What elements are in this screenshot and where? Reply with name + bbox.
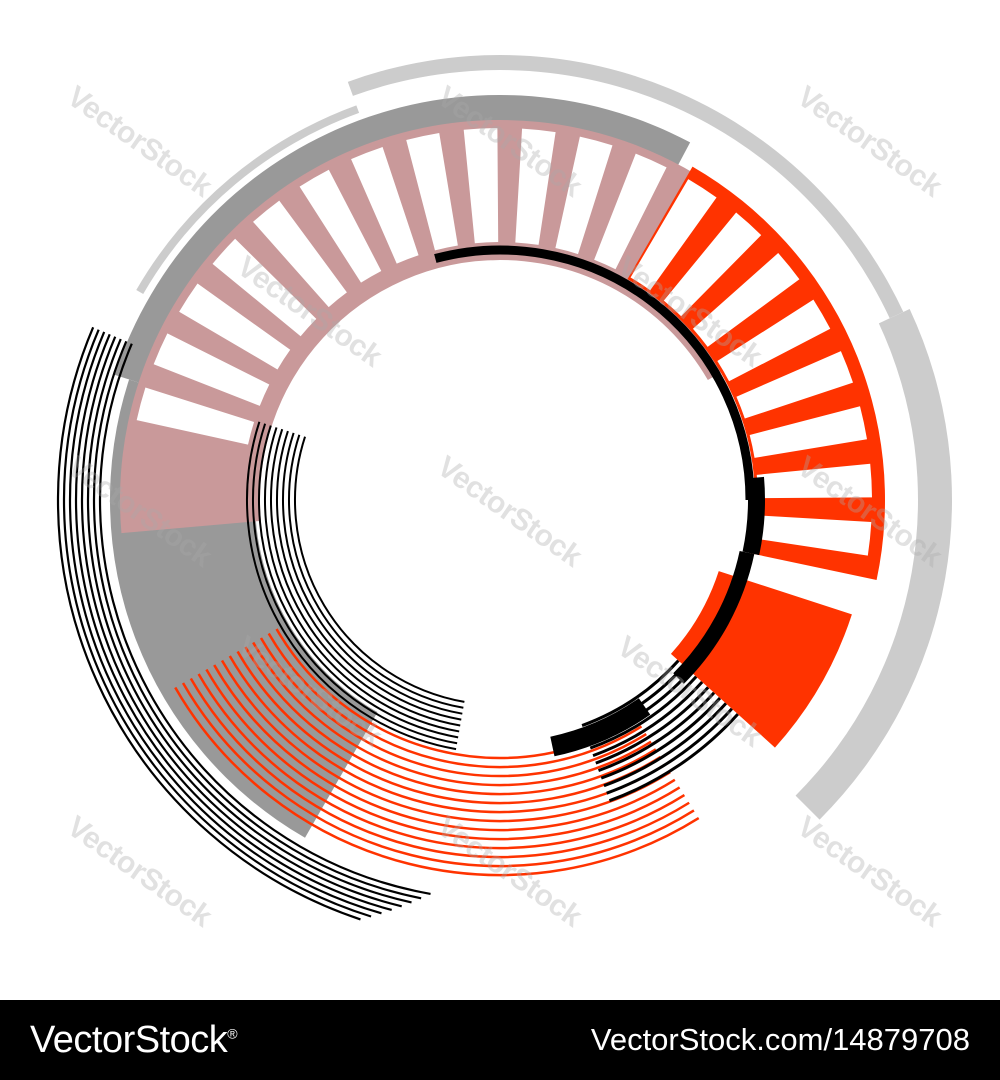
white-tick [594,153,667,270]
black-stripe-arc [98,343,431,896]
abstract-circle-illustration [56,55,952,921]
inner-black-stripe-arc [258,425,459,739]
white-tick [755,515,872,556]
dark-stripe-arc [597,691,716,773]
red-stripe-arc [220,659,671,823]
white-tick [463,128,499,244]
white-tick [749,406,867,458]
red-band [670,571,852,748]
black-block [550,698,651,757]
inner-black-stripe-arc [276,430,462,721]
footer-brand: VectorStock® [30,1018,238,1061]
white-tick [515,128,556,245]
inner-black-stripe-arc [270,428,461,727]
white-tick [212,238,317,337]
dark-stripe-arc [603,702,728,788]
black-stripe-arc [92,340,422,900]
inner-black-notch [742,476,765,556]
dark-stripe-arc [595,686,710,765]
red-stripe-arc [244,646,657,796]
red-stripe-arc [213,664,676,832]
white-tick [253,200,347,308]
white-tick [717,299,831,382]
inner-black-arc [434,245,755,501]
inner-black-arc-lower [673,550,755,684]
red-stripe-arc [259,637,647,778]
white-tick [736,351,853,419]
red-stripe-arc [267,632,643,769]
red-stripe-arc [228,655,666,814]
white-tick [756,463,872,499]
white-tick [351,147,419,264]
black-stripe-arc [56,326,361,921]
white-tick [555,136,613,255]
inner-black-stripe-arc [288,434,464,709]
inner-black-stripe-arc [245,421,457,751]
red-stripe-arc [181,682,695,868]
red-stripe-arc [252,641,652,787]
black-stripe-arc [74,333,392,911]
line-stripe-groups [56,326,739,921]
red-stripe-arc [197,673,686,850]
white-tick [745,555,864,613]
red-stripe-arc [205,668,681,841]
dark-stripe-arc [600,697,722,780]
white-tick [630,179,717,291]
inner-black-stripe-arc [294,436,465,703]
inner-black-ring [434,245,765,684]
red-stripe-arc [236,650,662,805]
black-stripe-arc [62,329,372,918]
inner-black-stripe-arc [282,432,463,715]
red-stripe-arc [174,686,700,877]
inner-black-stripe-arc [264,427,460,733]
dark-stripe-arc [592,680,704,758]
white-tick [179,283,291,370]
red-stripe-arc [189,677,690,859]
footer-bar: VectorStock® VectorStock.com/14879708 [0,1000,1000,1080]
inner-black-stripe-arc [252,423,458,745]
white-tick [299,169,382,283]
dark-stripe-arc [581,659,680,727]
white-tick [406,133,458,251]
outer-gray-arcs [136,55,952,820]
white-tick [692,253,800,347]
footer-image-code: VectorStock.com/14879708 [590,1022,970,1057]
white-tick [136,387,255,445]
white-tick [153,333,270,406]
black-stripe-arc [80,336,402,908]
outer-gray-arc [795,308,952,820]
black-stripe-arc [86,338,412,904]
dark-stripe-arc [589,675,698,750]
white-tick [663,212,762,317]
dark-stripe-arc [606,707,733,795]
black-stripe-arc [68,331,382,915]
white-tick-marks [136,128,872,613]
dark-stripe-arc [608,713,739,803]
